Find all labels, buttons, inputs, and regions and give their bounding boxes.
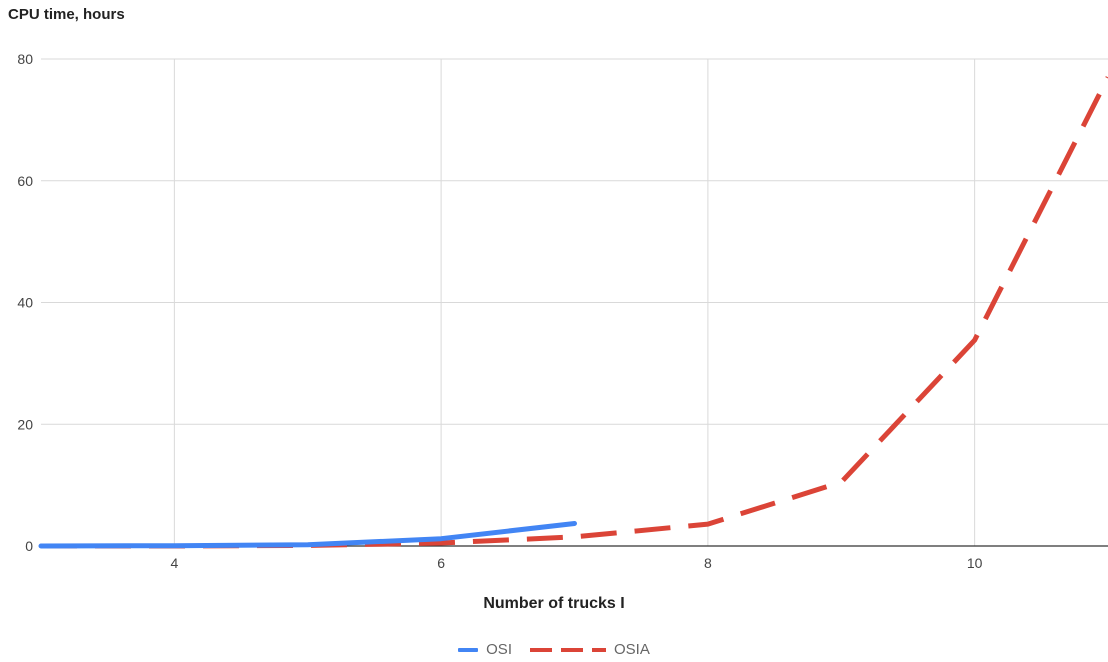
legend-item-osia[interactable]: OSIA (529, 641, 650, 658)
series-line-osi (38, 521, 577, 549)
x-tick-label: 10 (967, 555, 983, 571)
y-tick-label: 20 (17, 416, 33, 432)
x-tick-label: 8 (704, 555, 712, 571)
y-tick-label: 80 (17, 51, 33, 67)
y-tick-label: 40 (17, 295, 33, 311)
legend: OSI OSIA (0, 641, 1108, 658)
y-axis-title: CPU time, hours (8, 6, 125, 23)
y-tick-label: 60 (17, 173, 33, 189)
x-axis-title: Number of trucks I (483, 595, 625, 612)
legend-swatch-osia (529, 645, 606, 655)
legend-label-osia: OSIA (613, 641, 650, 658)
y-tick-label: 0 (25, 538, 33, 554)
x-tick-label: 6 (437, 555, 445, 571)
legend-label-osi: OSI (486, 641, 512, 658)
legend-item-osi[interactable]: OSI (458, 641, 512, 658)
x-tick-label: 4 (170, 555, 178, 571)
legend-swatch-osi (458, 645, 479, 655)
series-line-osia (41, 76, 1108, 549)
